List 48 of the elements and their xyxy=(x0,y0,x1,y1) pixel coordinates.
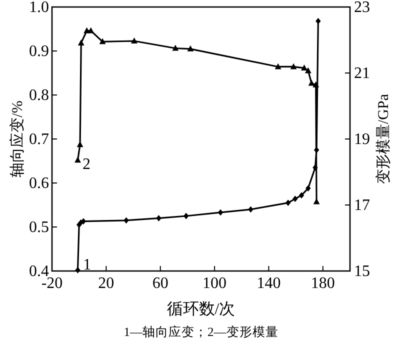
y2-tick-label: 19 xyxy=(354,131,370,148)
point xyxy=(316,18,321,24)
y-tick-label: 0.9 xyxy=(29,43,49,60)
point xyxy=(298,192,304,199)
x-axis-title: 循环数/次 xyxy=(166,301,236,318)
point xyxy=(290,63,297,70)
point xyxy=(131,37,138,44)
x-tick-label: 100 xyxy=(202,275,227,292)
point xyxy=(187,45,194,52)
point xyxy=(304,67,312,74)
y-tick-label: 0.6 xyxy=(29,175,49,192)
point xyxy=(301,64,308,71)
text: 1—轴向应变；2—变形模量 xyxy=(124,324,278,339)
point xyxy=(124,217,129,224)
point xyxy=(313,198,320,204)
x-tick-label: 20 xyxy=(98,275,114,292)
x-tick-label: 60 xyxy=(152,275,168,292)
point xyxy=(184,212,189,220)
point xyxy=(248,206,254,213)
x-tick-label: 140 xyxy=(256,275,281,292)
y2-tick-label: 17 xyxy=(354,197,370,214)
y-tick-label: 0.5 xyxy=(29,219,49,236)
y-tick-label: 1.0 xyxy=(29,0,49,16)
point xyxy=(99,38,106,44)
point xyxy=(88,27,94,34)
y-tick-label: 0.8 xyxy=(29,87,49,104)
point xyxy=(292,196,298,202)
point xyxy=(308,80,315,86)
y2-axis-title: 变形模量/GPa xyxy=(375,94,392,184)
point xyxy=(312,81,320,88)
annotation: 2 xyxy=(82,156,90,174)
y2-tick-label: 21 xyxy=(354,65,370,82)
y-tick-label: 0.7 xyxy=(29,131,49,148)
point xyxy=(306,185,311,192)
y2-tick-label: 15 xyxy=(354,263,370,280)
point xyxy=(285,200,291,206)
point xyxy=(172,44,179,51)
point xyxy=(76,141,84,148)
point xyxy=(78,39,84,46)
y-axis-title: 轴向应变/% xyxy=(9,100,26,178)
x-tick-label: 180 xyxy=(310,275,335,292)
point xyxy=(156,215,162,222)
point xyxy=(74,156,81,163)
point xyxy=(218,209,224,216)
point xyxy=(75,266,80,274)
annotation: 1 xyxy=(83,256,92,274)
point xyxy=(274,63,282,70)
y2-tick-label: 23 xyxy=(354,0,370,16)
